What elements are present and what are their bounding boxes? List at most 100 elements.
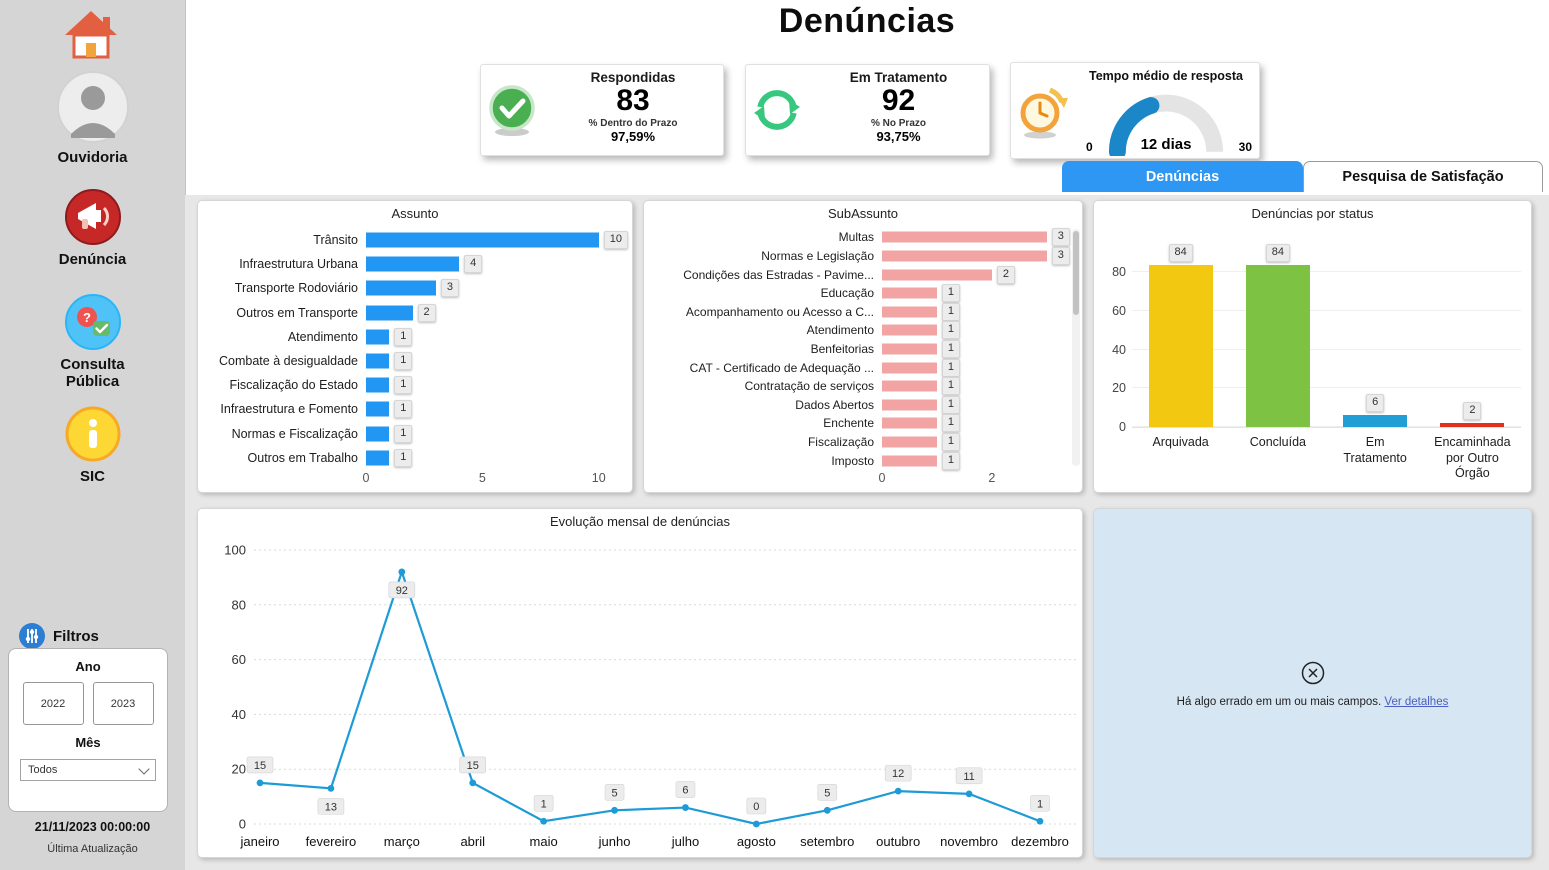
- data-point[interactable]: [469, 779, 477, 787]
- bar-row: Dados Abertos 1: [652, 395, 1066, 414]
- data-point[interactable]: [327, 784, 335, 792]
- data-point[interactable]: [752, 820, 760, 828]
- data-point[interactable]: [894, 787, 902, 795]
- home-button[interactable]: [63, 8, 119, 67]
- bar-category-label: Transporte Rodoviário: [234, 281, 358, 296]
- gauge: 0 12 dias 30: [1076, 84, 1256, 156]
- data-point[interactable]: [611, 806, 618, 814]
- bar[interactable]: [882, 250, 1047, 262]
- bar-row: Benfeitorias 1: [652, 339, 1066, 358]
- bar-row: Infraestrutura e Fomento 1: [206, 400, 622, 419]
- bar[interactable]: [882, 362, 937, 374]
- svg-text:maio: maio: [530, 834, 558, 849]
- axis-tick: 40: [1112, 342, 1126, 357]
- tab-denuncias[interactable]: Denúncias: [1062, 161, 1303, 192]
- bar[interactable]: [366, 329, 390, 345]
- value-badge: [1030, 794, 1050, 812]
- data-point[interactable]: [823, 806, 831, 814]
- bar[interactable]: [882, 269, 992, 281]
- bar-category-label: Combate à desigualdade: [219, 354, 358, 369]
- bar[interactable]: [882, 306, 937, 318]
- bar-area: 3: [366, 279, 622, 298]
- bar[interactable]: [366, 401, 390, 417]
- data-point[interactable]: [965, 790, 973, 798]
- svg-text:?: ?: [83, 310, 91, 325]
- bar[interactable]: [366, 426, 390, 442]
- bar[interactable]: [882, 417, 937, 429]
- chevron-down-icon: [138, 762, 150, 775]
- scrollbar-track[interactable]: [1072, 229, 1080, 466]
- bar-column: 2: [1424, 402, 1521, 427]
- svg-text:80: 80: [232, 597, 246, 612]
- bar[interactable]: [882, 380, 937, 392]
- error-visual: Há algo errado em um ou mais campos. Ver…: [1093, 508, 1532, 858]
- data-point[interactable]: [682, 804, 689, 811]
- bar[interactable]: [366, 232, 599, 248]
- svg-text:12: 12: [892, 768, 904, 780]
- axis-tick: 80: [1112, 265, 1126, 280]
- scrollbar-thumb[interactable]: [1073, 231, 1079, 315]
- svg-text:agosto: agosto: [737, 834, 776, 849]
- bar-category-label: CAT - Certificado de Adequação ...: [689, 360, 874, 375]
- bar-area: 1: [882, 433, 1066, 451]
- data-point[interactable]: [1036, 817, 1044, 825]
- last-update-label: Última Atualização: [47, 843, 138, 855]
- tab-pesquisa-de-satisfacao[interactable]: Pesquisa de Satisfação: [1303, 161, 1543, 192]
- month-dropdown[interactable]: Todos: [20, 759, 156, 781]
- bar[interactable]: [1343, 415, 1408, 427]
- bar[interactable]: [1148, 264, 1213, 427]
- bar[interactable]: [366, 377, 390, 393]
- data-point[interactable]: [540, 817, 548, 825]
- error-details-link[interactable]: Ver detalhes: [1384, 695, 1449, 708]
- bar[interactable]: [882, 231, 1047, 243]
- bar-category-label: Multas: [838, 230, 874, 245]
- bar[interactable]: [882, 436, 937, 448]
- bar[interactable]: [366, 280, 436, 296]
- axis-tick: 60: [1112, 304, 1126, 319]
- bar[interactable]: [1245, 264, 1310, 427]
- bar-category-label: Concluída: [1249, 435, 1307, 449]
- value-badge: 1: [941, 451, 961, 470]
- bar[interactable]: [366, 305, 413, 321]
- svg-text:60: 60: [232, 652, 246, 667]
- value-badge: 1: [394, 448, 413, 467]
- bar-row: Educação 1: [652, 284, 1066, 303]
- sidebar-item-sic[interactable]: SIC: [0, 405, 185, 485]
- bar-row: Normas e Legislação 3: [652, 246, 1070, 265]
- svg-text:40: 40: [232, 707, 246, 722]
- svg-text:fevereiro: fevereiro: [306, 834, 357, 849]
- bar-area: 1: [366, 376, 622, 395]
- sidebar-item-ouvidoria[interactable]: Ouvidoria: [0, 70, 185, 166]
- bar[interactable]: [882, 287, 937, 299]
- value-badge: 1: [941, 321, 961, 340]
- bar-category-label: Trânsito: [313, 233, 358, 248]
- gauge-min-label: 0: [1086, 140, 1093, 154]
- bar-category-label: Encaminhada por Outro Órgão: [1434, 435, 1511, 481]
- year-2023-button[interactable]: 2023: [92, 682, 154, 725]
- bar[interactable]: [366, 450, 390, 466]
- sidebar-item-denuncia[interactable]: Denúncia: [0, 188, 185, 268]
- value-badge: 84: [1168, 243, 1193, 262]
- bar-row: Combate à desigualdade 1: [206, 352, 622, 371]
- bar[interactable]: [882, 343, 937, 355]
- bar[interactable]: [1440, 423, 1505, 427]
- kpi-title: Em Tratamento: [849, 70, 948, 85]
- bar[interactable]: [882, 455, 937, 467]
- month-filter-label: Mês: [75, 735, 101, 750]
- kpi-title: Respondidas: [590, 70, 676, 85]
- bar[interactable]: [366, 256, 460, 272]
- bar[interactable]: [366, 353, 390, 369]
- chart-title: SubAssunto: [827, 206, 899, 221]
- data-point[interactable]: [256, 779, 264, 787]
- data-point[interactable]: [398, 568, 406, 576]
- bar-area: 1: [882, 358, 1066, 377]
- bar[interactable]: [882, 399, 937, 411]
- bar-category-label: Atendimento: [806, 323, 874, 338]
- sidebar-item-consulta-publica[interactable]: ? Consulta Pública: [0, 293, 185, 391]
- bar[interactable]: [882, 324, 937, 336]
- bar-area: 1: [882, 451, 1066, 470]
- sidebar: Ouvidoria Denúncia ? Consulta Pública SI…: [0, 0, 186, 870]
- bar-row: Transporte Rodoviário 3: [206, 279, 622, 298]
- year-2022-button[interactable]: 2022: [22, 682, 84, 725]
- chart-denuncias-por-status: Denúncias por status 0 20 40 60 80 84 84 6 2 Ar…: [1093, 200, 1532, 493]
